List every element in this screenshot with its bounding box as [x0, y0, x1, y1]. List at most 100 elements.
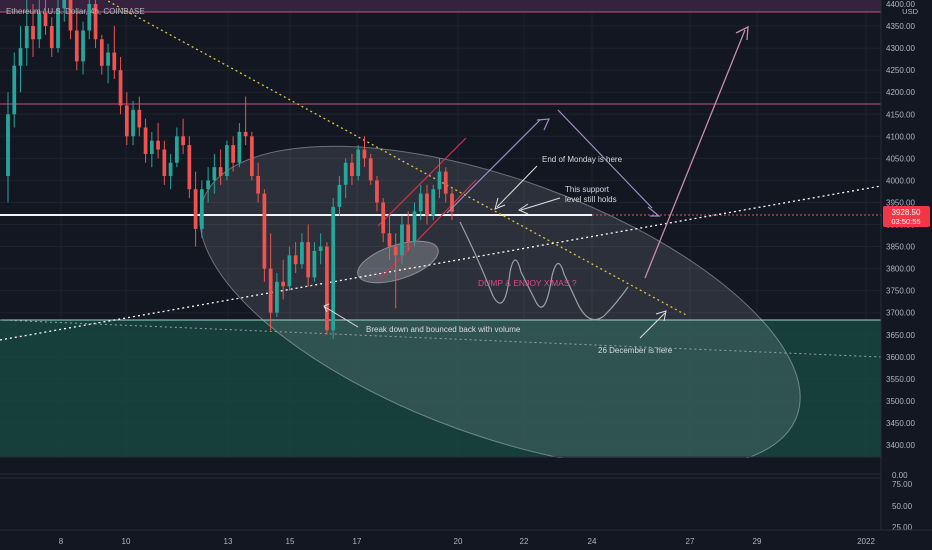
- candle-down: [350, 162, 354, 176]
- candle-up: [131, 109, 135, 137]
- candle-up: [337, 184, 342, 207]
- price-tick-label: 4300.00: [886, 44, 915, 53]
- candle-down: [368, 158, 373, 181]
- price-tick-label: 4250.00: [886, 66, 915, 75]
- candle-down: [99, 39, 104, 66]
- candle-up: [318, 246, 323, 251]
- candle-down: [325, 246, 329, 331]
- price-tick-label: 4050.00: [886, 154, 915, 163]
- candle-up: [275, 281, 279, 313]
- candle-up: [312, 250, 317, 278]
- candle-down: [362, 149, 367, 159]
- arrow-december: [639, 312, 666, 339]
- candle-down: [124, 105, 129, 137]
- candle-up: [331, 206, 336, 331]
- candle-down: [156, 140, 160, 150]
- price-tick-label: 3450.00: [886, 419, 915, 428]
- candle-down: [43, 12, 48, 27]
- arrow-support: [520, 197, 561, 211]
- white-uptrend-line: [0, 185, 882, 341]
- candle-down: [375, 180, 379, 203]
- price-badge-value: 3928.50: [892, 208, 921, 217]
- annotation-support-line1: This support: [565, 185, 610, 194]
- time-tick-label: 20: [454, 537, 463, 546]
- symbol-title: Ethereum / U.S. Dollar, 4h, COINBASE: [6, 7, 145, 16]
- candle-up: [237, 131, 242, 163]
- time-tick-label: 2022: [857, 537, 875, 546]
- arrow-support-head: [517, 203, 529, 215]
- candle-up: [287, 255, 292, 287]
- price-tick-label: 3650.00: [886, 331, 915, 340]
- time-axis-ticks: 8 10 13 15 17 20 22 24 27 29 2022: [59, 537, 876, 546]
- projection-arrow-down-head: [647, 206, 661, 217]
- candle-up: [62, 0, 67, 9]
- candle-down: [118, 70, 123, 106]
- small-highlight-ellipse: [357, 240, 439, 284]
- arrow-end-of-monday: [496, 165, 538, 208]
- candle-up: [12, 65, 17, 115]
- candle-up: [56, 8, 60, 49]
- price-tick-label: 4400.00: [886, 0, 915, 9]
- indicator-tick-label: 0.00: [892, 471, 908, 480]
- candle-down: [268, 268, 273, 313]
- candle-down: [181, 136, 185, 146]
- candle-up: [81, 30, 85, 62]
- candle-up: [343, 162, 348, 185]
- candle-down: [68, 0, 73, 31]
- candle-down: [162, 149, 167, 176]
- candle-up: [356, 149, 361, 176]
- top-resistance-band: [0, 0, 881, 12]
- projection-arrow-up: [446, 119, 541, 214]
- channel-upper-line: [377, 137, 467, 227]
- price-tick-label: 4200.00: [886, 88, 915, 97]
- candle-down: [112, 52, 117, 71]
- candle-up: [18, 48, 23, 66]
- candle-down: [187, 145, 192, 190]
- candle-down: [49, 26, 54, 49]
- candle-up: [206, 180, 210, 190]
- arrow-breakdown-head: [323, 303, 330, 313]
- gray-lower-trend-line: [0, 319, 882, 358]
- zigzag-projection: [459, 221, 629, 321]
- candle-up: [412, 211, 417, 243]
- price-tick-label: 3400.00: [886, 441, 915, 450]
- candle-down: [193, 189, 198, 229]
- price-axis-ticks: 4400.00 4350.00 4300.00 4250.00 4200.00 4150.…: [886, 0, 915, 450]
- candle-up: [300, 242, 304, 265]
- price-tick-label: 3850.00: [886, 243, 915, 252]
- time-tick-label: 10: [122, 537, 131, 546]
- yellow-downtrend-line: [104, 0, 687, 316]
- arrow-december-head: [655, 310, 667, 322]
- candle-up: [174, 136, 179, 163]
- indicator-tick-label: 50.00: [892, 502, 913, 511]
- annotation-december: 26 December is here: [598, 346, 673, 355]
- price-badge: [883, 206, 930, 227]
- time-axis[interactable]: [0, 530, 932, 550]
- candle-down: [306, 242, 311, 278]
- arrow-end-of-monday-head: [494, 197, 506, 210]
- indicator-pane: [0, 458, 881, 530]
- candle-down: [381, 202, 386, 234]
- price-tick-label: 3500.00: [886, 397, 915, 406]
- price-tick-label: 4350.00: [886, 22, 915, 31]
- price-tick-label: 3950.00: [886, 198, 915, 207]
- indicator-tick-label: 75.00: [892, 480, 913, 489]
- candle-up: [87, 4, 92, 31]
- candle-down: [262, 193, 267, 269]
- candle-down: [443, 171, 448, 194]
- candle-down: [293, 255, 298, 265]
- time-tick-label: 29: [753, 537, 762, 546]
- time-tick-label: 27: [686, 537, 695, 546]
- projection-arrow-big-up-head: [735, 25, 749, 41]
- candle-up: [168, 162, 173, 176]
- price-axis[interactable]: [881, 0, 932, 530]
- price-tick-label: 3550.00: [886, 375, 915, 384]
- candle-down: [74, 30, 79, 62]
- price-tick-label: 3750.00: [886, 287, 915, 296]
- candle-down: [281, 281, 286, 287]
- candle-down: [93, 4, 98, 40]
- candle-down: [450, 193, 454, 212]
- candle-down: [256, 175, 261, 194]
